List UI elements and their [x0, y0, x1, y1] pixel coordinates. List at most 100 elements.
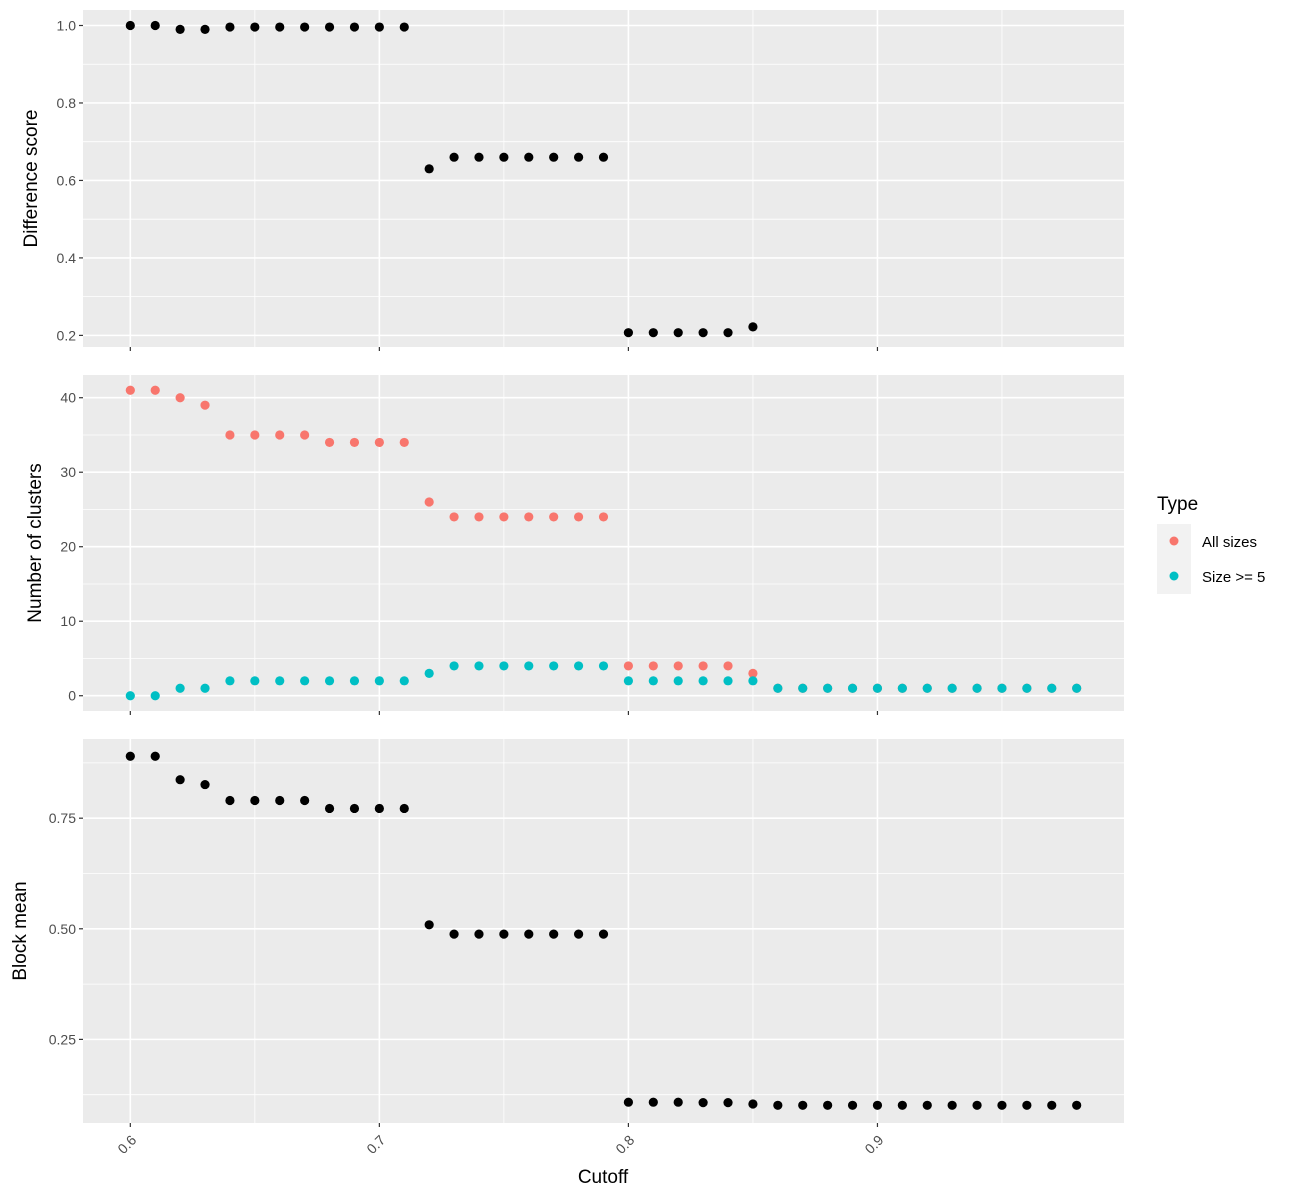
data-point [200, 779, 210, 790]
legend-label-all-sizes: All sizes [1202, 534, 1257, 551]
y-tick-label: 10 [60, 613, 76, 629]
data-point [250, 676, 260, 686]
data-point [499, 661, 509, 671]
data-point [723, 328, 733, 338]
y-tick-label: 0.4 [57, 250, 77, 266]
y-tick-label: 30 [60, 464, 76, 480]
data-point [922, 1100, 932, 1110]
data-point [623, 328, 634, 338]
panels-layer: 0.2 0.4 0.6 0.8 1.0 Difference score 0 10 20 30 40… [10, 10, 1124, 1127]
panel-background [83, 10, 1124, 347]
data-point [1072, 1100, 1082, 1110]
data-point [300, 676, 310, 686]
data-point [175, 24, 185, 34]
data-point [324, 22, 335, 32]
data-point [225, 795, 235, 806]
x-tick-label: 0.6 [114, 1132, 139, 1157]
data-point [449, 929, 459, 939]
data-point [897, 683, 907, 693]
data-point [773, 1100, 783, 1110]
data-point [150, 20, 160, 31]
data-point [499, 152, 509, 162]
data-point [698, 1098, 708, 1108]
data-point [698, 328, 708, 338]
panel-top: 0.2 0.4 0.6 0.8 1.0 Difference score [21, 10, 1124, 351]
data-point [623, 661, 634, 671]
data-point [474, 929, 484, 939]
data-point [723, 676, 733, 686]
x-tick-label: 0.8 [612, 1132, 637, 1157]
data-point [823, 1100, 833, 1110]
y-tick-label: 0.25 [49, 1031, 76, 1047]
data-point [399, 22, 409, 32]
data-point [424, 668, 434, 678]
data-point [349, 676, 360, 686]
data-point [947, 1100, 957, 1110]
data-point [549, 929, 559, 939]
data-point [847, 683, 858, 693]
data-point [598, 152, 609, 162]
data-point [598, 661, 609, 671]
x-tick-label: 0.7 [363, 1132, 388, 1157]
data-point [823, 683, 833, 693]
data-point [723, 661, 733, 671]
data-point [349, 803, 360, 814]
data-point [698, 661, 708, 671]
data-point [324, 676, 335, 686]
data-point [225, 676, 235, 686]
data-point [897, 1100, 907, 1110]
data-point [150, 691, 160, 701]
y-tick-label: 0 [68, 688, 76, 704]
data-point [275, 795, 285, 806]
y-axis-title: Block mean [10, 881, 31, 980]
data-point [524, 512, 534, 522]
data-point [648, 1097, 658, 1107]
series-top-points [125, 20, 758, 338]
data-point [972, 683, 982, 693]
data-point [150, 751, 160, 761]
data-point [275, 22, 285, 32]
data-point [623, 676, 634, 686]
y-tick-label: 0.6 [57, 172, 77, 188]
data-point [424, 497, 434, 507]
y-axis-title: Number of clusters [25, 463, 46, 622]
data-point [125, 20, 135, 31]
data-point [300, 795, 310, 806]
legend-swatch-size-ge-5 [1169, 571, 1179, 581]
series-size-5 [125, 661, 1082, 701]
data-point [723, 1098, 733, 1108]
data-point [598, 929, 609, 939]
data-point [200, 24, 210, 34]
data-point [673, 328, 683, 338]
y-tick-label: 0.50 [49, 921, 76, 937]
x-axis: 0.6 0.7 0.8 0.9 [114, 1132, 886, 1157]
data-point [524, 661, 534, 671]
data-point [673, 661, 683, 671]
y-tick-label: 20 [60, 539, 76, 555]
data-point [1047, 1100, 1057, 1110]
y-tick-label: 0.75 [49, 810, 76, 826]
data-point [125, 385, 135, 395]
panel-background [83, 375, 1124, 711]
data-point [947, 683, 957, 693]
data-point [573, 929, 584, 939]
data-point [125, 691, 135, 701]
data-point [773, 683, 783, 693]
x-tick-label: 0.9 [861, 1132, 886, 1157]
data-point [922, 683, 932, 693]
x-axis-title: Cutoff [578, 1167, 629, 1188]
series-bottom-points [125, 751, 1082, 1110]
legend-swatch-all-sizes [1169, 536, 1179, 546]
data-point [1072, 683, 1082, 693]
data-point [748, 676, 758, 686]
data-point [997, 683, 1007, 693]
data-point [997, 1100, 1007, 1110]
legend-title: Type [1157, 494, 1198, 515]
data-point [424, 164, 434, 174]
data-point [324, 803, 335, 814]
data-point [524, 152, 534, 162]
data-point [275, 676, 285, 686]
data-point [349, 437, 360, 448]
data-point [399, 437, 409, 448]
